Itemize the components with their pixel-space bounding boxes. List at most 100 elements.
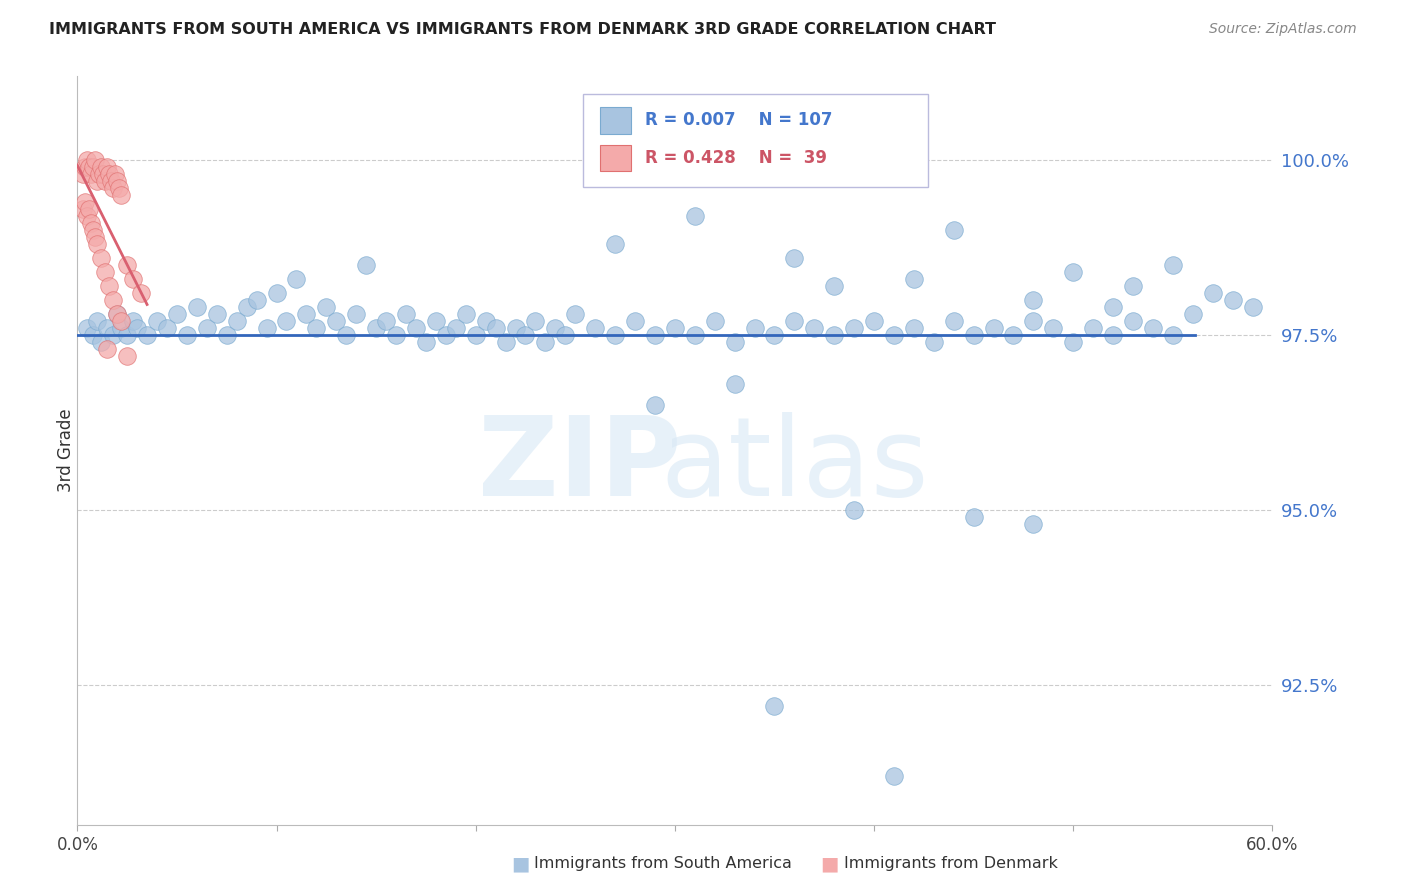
Point [91,167,114,181]
Point [963,327,986,342]
Point [783,251,806,265]
Point [744,321,766,335]
Point [305,321,328,335]
Point [108,181,131,195]
Text: R = 0.007    N = 107: R = 0.007 N = 107 [645,112,832,129]
Point [454,307,477,321]
Point [495,334,517,349]
Point [79,160,101,174]
Point [664,321,686,335]
Point [156,321,179,335]
Y-axis label: 3rd Grade: 3rd Grade [58,409,75,492]
Point [1083,321,1105,335]
Point [1042,321,1064,335]
Point [464,327,486,342]
Point [724,376,747,391]
Point [86,236,108,251]
Point [942,223,965,237]
Point [883,327,905,342]
Point [82,223,104,237]
Point [146,314,169,328]
Point [1142,321,1164,335]
Point [276,314,298,328]
Point [89,167,111,181]
Point [1062,334,1084,349]
Point [84,230,107,244]
Point [325,314,347,328]
Point [485,321,508,335]
Point [963,510,986,524]
Text: Source: ZipAtlas.com: Source: ZipAtlas.com [1209,22,1357,37]
Point [1201,285,1223,300]
Text: atlas: atlas [661,412,928,519]
Point [823,327,845,342]
Point [844,503,866,517]
Point [942,314,965,328]
Point [515,327,537,342]
Point [72,167,94,181]
Point [86,174,108,188]
Point [195,321,218,335]
Point [474,314,496,328]
Point [129,285,152,300]
Point [98,167,121,181]
Point [110,187,132,202]
Point [96,342,118,356]
Point [205,307,228,321]
Text: Immigrants from Denmark: Immigrants from Denmark [844,856,1057,871]
Point [76,153,98,167]
Point [90,334,112,349]
Point [105,174,128,188]
Point [524,314,547,328]
Point [266,285,288,300]
Point [1222,293,1244,307]
Point [104,167,127,181]
Point [434,327,457,342]
Point [246,293,269,307]
Point [225,314,247,328]
Point [115,258,138,272]
Point [922,334,945,349]
Point [1161,258,1184,272]
Point [624,314,647,328]
Point [1022,293,1045,307]
Point [983,321,1005,335]
Point [82,160,104,174]
Point [80,167,103,181]
Point [98,279,121,293]
Point [166,307,188,321]
Point [103,293,124,307]
Point [683,209,706,223]
Point [583,321,606,335]
Point [544,321,567,335]
Point [235,300,257,314]
Point [1102,300,1125,314]
Point [1102,327,1125,342]
Point [444,321,467,335]
Point [554,327,576,342]
Point [415,334,437,349]
Point [763,699,786,714]
Point [186,300,208,314]
Point [100,174,122,188]
Point [76,321,98,335]
Point [122,272,145,286]
Point [105,307,128,321]
Text: Immigrants from South America: Immigrants from South America [534,856,792,871]
Point [903,272,925,286]
Point [683,327,706,342]
Point [1022,516,1045,531]
Point [103,327,124,342]
Point [127,321,149,335]
Point [644,327,666,342]
Point [256,321,278,335]
Point [1122,279,1144,293]
Point [94,265,117,279]
Text: ZIP: ZIP [478,412,681,519]
Point [344,307,367,321]
Point [505,321,527,335]
Point [783,314,806,328]
Point [110,321,132,335]
Point [295,307,318,321]
Point [115,349,138,363]
